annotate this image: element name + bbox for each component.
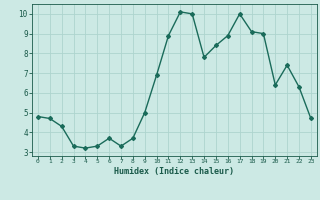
X-axis label: Humidex (Indice chaleur): Humidex (Indice chaleur): [115, 167, 234, 176]
